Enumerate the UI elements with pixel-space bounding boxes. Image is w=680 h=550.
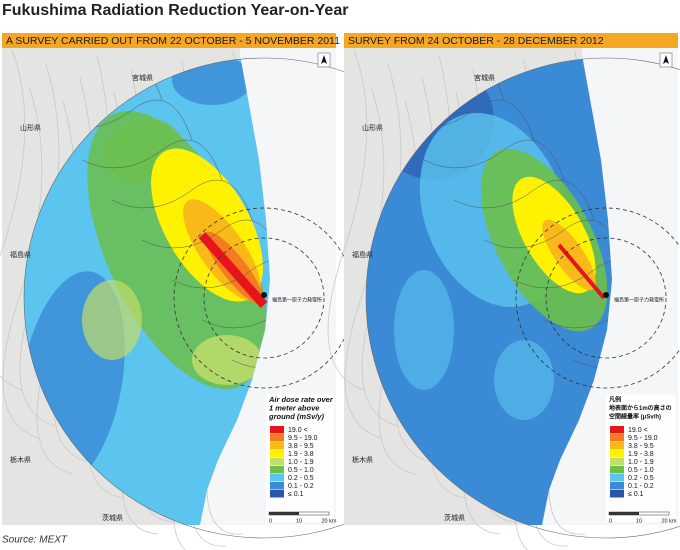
legend-label: 1.9 - 3.8 — [628, 451, 654, 458]
place-label: 栃木県 — [10, 455, 31, 464]
border — [423, 139, 565, 181]
border — [453, 179, 595, 221]
north-arrow — [663, 55, 669, 64]
place-label: 山形県 — [362, 123, 383, 132]
legend-swatch — [610, 474, 624, 482]
legend-label: 1.9 - 3.8 — [288, 451, 314, 458]
legend-swatch — [270, 490, 284, 498]
legend-title: ground (mSv/y) — [268, 412, 325, 421]
legend-swatch — [610, 426, 624, 434]
legend-label: 1.0 - 1.9 — [628, 459, 654, 466]
legend-title: 凡例 — [608, 396, 621, 404]
legend-swatch — [610, 466, 624, 474]
legend-label: 0.2 - 0.5 — [628, 475, 654, 482]
legend-swatch — [270, 426, 284, 434]
dose-zone — [192, 335, 262, 385]
legend-label: 1.0 - 1.9 — [288, 459, 314, 466]
dose-zone — [494, 340, 554, 420]
page-title: Fukushima Radiation Reduction Year-on-Ye… — [2, 2, 348, 19]
plant-marker — [261, 292, 267, 298]
distance-ring — [203, 237, 325, 359]
legend-title: 1 meter above — [269, 403, 319, 412]
legend-swatch — [270, 442, 284, 450]
road — [0, 49, 26, 391]
border — [111, 179, 253, 221]
place-label: 福島県 — [10, 250, 31, 259]
legend-label: 19.0 < — [628, 427, 648, 434]
scale-bar — [269, 512, 299, 515]
legend-label: 0.5 - 1.0 — [288, 467, 314, 474]
legend-title: 空間線量率 (μSv/h) — [609, 413, 661, 421]
legend-label: 9.5 - 19.0 — [288, 435, 318, 442]
place-label: 山形県 — [20, 123, 41, 132]
legend-label: 0.1 - 0.2 — [288, 483, 314, 490]
legend-swatch — [610, 482, 624, 490]
place-label: 栃木県 — [352, 455, 373, 464]
legend-swatch — [610, 458, 624, 466]
panel-header-text: SURVEY FROM 24 OCTOBER - 28 DECEMBER 201… — [348, 35, 604, 47]
scale-label: 0 — [269, 518, 272, 524]
legend-swatch — [610, 450, 624, 458]
place-label: 福島県 — [352, 250, 373, 259]
legend-label: 19.0 < — [288, 427, 308, 434]
place-label: 宮城県 — [474, 73, 495, 82]
legend-title: 地表面から1mの高さの — [609, 404, 672, 412]
legend-label: 0.5 - 1.0 — [628, 467, 654, 474]
scale-label: 20 km — [662, 518, 677, 524]
panel-header-text: A SURVEY CARRIED OUT FROM 22 OCTOBER - 5… — [6, 35, 340, 47]
legend-swatch — [610, 490, 624, 498]
panel-header — [2, 33, 336, 48]
legend-label: ≤ 0.1 — [288, 491, 304, 498]
border — [201, 299, 270, 341]
road — [327, 49, 368, 391]
border — [81, 139, 223, 181]
legend-swatch — [270, 466, 284, 474]
legend-label: ≤ 0.1 — [628, 491, 644, 498]
legend-title: Air dose rate over — [268, 395, 334, 404]
scale-label: 10 — [636, 518, 642, 524]
distance-ring — [515, 207, 680, 389]
panel-header — [344, 33, 678, 48]
border — [171, 259, 270, 301]
road — [344, 86, 385, 439]
border — [543, 299, 612, 341]
dose-zone — [394, 270, 454, 390]
legend-swatch — [610, 434, 624, 442]
scale-label: 0 — [609, 518, 612, 524]
dose-zone — [82, 280, 142, 360]
legend-label: 0.2 - 0.5 — [288, 475, 314, 482]
scale-label: 20 km — [322, 518, 337, 524]
source: Source: MEXT — [2, 535, 68, 546]
distance-ring — [545, 237, 667, 359]
north-arrow — [321, 55, 327, 64]
legend-swatch — [270, 458, 284, 466]
place-label: 茨城県 — [444, 513, 465, 522]
legend-swatch — [270, 482, 284, 490]
place-label: 茨城県 — [102, 513, 123, 522]
survey-boundary — [365, 57, 680, 539]
legend-label: 9.5 - 19.0 — [628, 435, 658, 442]
plant-label: 福島第一原子力発電所 — [272, 296, 322, 303]
legend-label: 0.1 - 0.2 — [628, 483, 654, 490]
road — [2, 86, 43, 439]
dose-zone — [198, 232, 268, 308]
scale-label: 10 — [296, 518, 302, 524]
legend-swatch — [610, 442, 624, 450]
scale-bar — [609, 512, 639, 515]
dose-zone — [557, 243, 606, 300]
border — [513, 259, 612, 301]
legend-swatch — [270, 434, 284, 442]
legend-swatch — [270, 474, 284, 482]
plant-label: 福島第一原子力発電所 — [614, 296, 664, 303]
legend-label: 3.8 - 9.5 — [288, 443, 314, 450]
plant-marker — [603, 292, 609, 298]
place-label: 宮城県 — [132, 73, 153, 82]
legend-label: 3.8 - 9.5 — [628, 443, 654, 450]
legend-swatch — [270, 450, 284, 458]
